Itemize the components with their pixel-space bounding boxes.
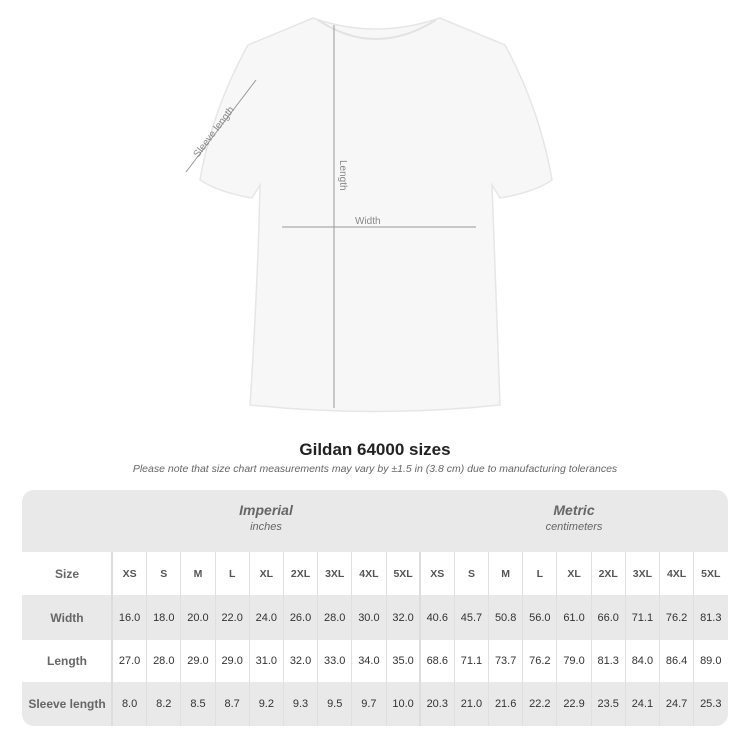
table-cell: M [488,552,522,595]
table-cell: 27.0 [112,640,146,682]
table-cell: 8.0 [112,682,146,726]
table-cell: 23.5 [590,682,625,726]
table-cell: 9.5 [317,682,351,726]
table-cell: 21.6 [488,682,522,726]
table-cell: 22.0 [214,595,249,640]
table-cell: 28.0 [317,595,351,640]
table-row: Width 16.0 18.0 20.0 22.0 24.0 26.0 28.0 30.0 32.… [22,595,728,640]
table-cell: M [180,552,214,595]
table-cell: 9.3 [282,682,317,726]
table-cell: 33.0 [317,640,351,682]
table-cell: 24.7 [659,682,693,726]
table-cell: 71.1 [453,640,488,682]
table-row: Sleeve length 8.0 8.2 8.5 8.7 9.2 9.3 9.5 9.7 10.… [22,682,728,726]
table-cell: 84.0 [624,640,659,682]
chart-title: Gildan 64000 sizes [299,440,451,459]
imperial-title: Imperial [239,502,293,518]
table-cell: 73.7 [488,640,522,682]
row-label: Sleeve length [28,697,106,711]
length-label: Length [337,160,348,191]
table-cell: S [146,552,180,595]
collar [317,19,437,40]
table-cell: 76.2 [659,595,693,640]
table-cell: 71.1 [624,595,659,640]
table-cell: 89.0 [693,640,727,682]
table-cell: 26.0 [282,595,317,640]
table-cell: 29.0 [180,640,214,682]
tshirt-diagram: Length Width Sleeve length [185,17,553,413]
table-cell: 9.2 [248,682,283,726]
table-cell: 31.0 [248,640,283,682]
metric-title: Metric [553,502,595,518]
table-cell: 5XL [385,552,420,595]
table-cell: 35.0 [385,640,420,682]
table-cell: XS [419,552,454,595]
table-cell: 34.0 [351,640,385,682]
table-cell: 22.2 [522,682,556,726]
imperial-group: Imperial inches [112,502,420,533]
row-label: Length [47,654,87,668]
table-cell: 4XL [659,552,693,595]
imperial-unit: inches [250,521,282,533]
table-cell: 28.0 [146,640,180,682]
table-cell: 25.3 [693,682,727,726]
table-cell: 3XL [317,552,351,595]
table-cell: 20.0 [180,595,214,640]
row-label: Size [54,566,79,581]
table-row: Length 27.0 28.0 29.0 29.0 31.0 32.0 33.0 34.0 35… [22,640,728,682]
table-cell: 5XL [693,552,727,595]
table-cell: 68.6 [419,640,454,682]
table-cell: 4XL [351,552,385,595]
table-cell: 3XL [624,552,659,595]
tshirt-shape [199,17,553,413]
metric-unit: centimeters [545,521,603,533]
table-cell: 29.0 [214,640,249,682]
table-cell: 8.5 [180,682,214,726]
size-header-row: Size XS S M L XL 2XL 3XL 4XL 5XL XS S M L XL 2XL 3XL 4XL 5… [22,552,728,595]
table-cell: L [214,552,249,595]
table-cell: XL [248,552,283,595]
table-cell: 21.0 [453,682,488,726]
table-cell: S [453,552,488,595]
table-cell: L [522,552,556,595]
size-table: Imperial inches Metric centimeters Size X… [22,490,728,726]
table-cell: 8.7 [214,682,249,726]
table-cell: 50.8 [488,595,522,640]
table-cell: 32.0 [282,640,317,682]
table-cell: 24.1 [624,682,659,726]
table-cell: 9.7 [351,682,385,726]
table-cell: 30.0 [351,595,385,640]
unit-divider [419,552,421,726]
metric-group: Metric centimeters [420,502,728,533]
table-cell: 45.7 [453,595,488,640]
table-cell: 22.9 [556,682,590,726]
table-cell: 81.3 [590,640,625,682]
table-cell: 24.0 [248,595,283,640]
table-cell: XS [112,552,146,595]
table-cell: 18.0 [146,595,180,640]
width-label: Width [355,216,381,227]
table-cell: 20.3 [419,682,454,726]
table-cell: 81.3 [693,595,727,640]
table-header: Imperial inches Metric centimeters [22,490,728,552]
table-cell: 79.0 [556,640,590,682]
table-cell: 40.6 [419,595,454,640]
table-cell: 32.0 [385,595,420,640]
row-label: Width [50,610,84,625]
table-cell: 10.0 [385,682,420,726]
measure-lines [185,25,476,408]
table-cell: XL [556,552,590,595]
table-cell: 76.2 [522,640,556,682]
label-divider [111,552,113,726]
table-cell: 61.0 [556,595,590,640]
table-cell: 2XL [590,552,625,595]
table-cell: 66.0 [590,595,625,640]
table-cell: 2XL [282,552,317,595]
table-cell: 86.4 [659,640,693,682]
table-cell: 8.2 [146,682,180,726]
tolerance-note: Please note that size chart measurements… [132,463,618,475]
table-cell: 16.0 [112,595,146,640]
table-cell: 56.0 [522,595,556,640]
